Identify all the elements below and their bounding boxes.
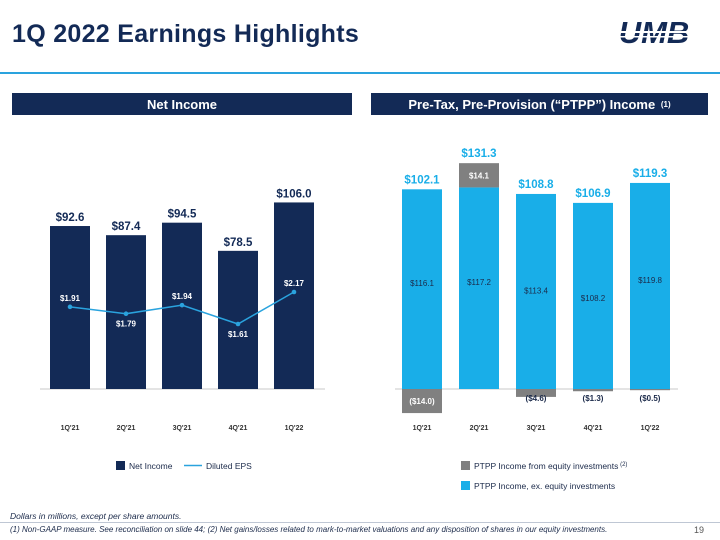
ptpp-equity-label-3: ($4.6) bbox=[526, 394, 547, 403]
net-income-label-1: $92.6 bbox=[56, 212, 85, 224]
net-income-label-4: $78.5 bbox=[224, 237, 253, 249]
page-number: 19 bbox=[693, 525, 704, 535]
ptpp-ex-equity-label-4: $108.2 bbox=[581, 294, 606, 303]
right-x-tick-3: 3Q'21 bbox=[527, 425, 546, 432]
ptpp-ex-equity-bar-1 bbox=[402, 189, 442, 389]
ptpp-total-label-5: $119.3 bbox=[633, 168, 668, 180]
ptpp-equity-bar-2 bbox=[459, 163, 499, 188]
ptpp-total-label-2: $131.3 bbox=[461, 148, 496, 160]
legend-label-eps: Diluted EPS bbox=[206, 461, 252, 471]
units-note: Dollars in millions, except per share am… bbox=[10, 511, 182, 521]
charts-canvas: $92.6 1Q'21 $87.4 2Q'21 $94.5 3Q'21 $78.5 4Q'21… bbox=[40, 148, 678, 491]
net-income-bar-5 bbox=[274, 202, 314, 389]
footer-rule bbox=[0, 522, 720, 523]
legend-swatch-equity bbox=[461, 461, 470, 470]
eps-point-2 bbox=[123, 311, 129, 317]
eps-label-3: $1.94 bbox=[172, 292, 193, 301]
header-rule bbox=[0, 72, 720, 74]
ptpp-banner-sup: (1) bbox=[660, 99, 671, 109]
ptpp-ex-equity-label-1: $116.1 bbox=[410, 279, 434, 288]
ptpp-banner-label: Pre-Tax, Pre-Provision (“PTPP”) Income bbox=[408, 96, 656, 112]
eps-point-4 bbox=[235, 321, 241, 327]
eps-point-3 bbox=[179, 302, 185, 308]
ptpp-ex-equity-bar-3 bbox=[516, 193, 556, 389]
left-x-tick-4: 4Q'21 bbox=[229, 425, 248, 432]
ptpp-ex-equity-bar-4 bbox=[573, 202, 613, 389]
ptpp-total-label-3: $108.8 bbox=[518, 179, 554, 191]
ptpp-equity-label-4: ($1.3) bbox=[583, 394, 604, 403]
ptpp-equity-label-1: ($14.0) bbox=[409, 397, 435, 406]
ptpp-ex-equity-label-2: $117.2 bbox=[467, 278, 491, 287]
left-x-tick-5: 1Q'22 bbox=[285, 425, 304, 432]
right-x-tick-4: 4Q'21 bbox=[584, 425, 603, 432]
ptpp-equity-label-2: $14.1 bbox=[469, 171, 490, 180]
net-income-banner: Net Income bbox=[12, 93, 352, 115]
legend-swatch-ex-equity bbox=[461, 481, 470, 490]
slide-title: 1Q 2022 Earnings Highlights bbox=[12, 20, 360, 48]
legend-swatch-net-income bbox=[116, 461, 125, 470]
left-x-tick-3: 3Q'21 bbox=[173, 425, 192, 432]
eps-label-1: $1.91 bbox=[60, 294, 81, 303]
ptpp-banner: Pre-Tax, Pre-Provision (“PTPP”) Income (… bbox=[371, 93, 708, 115]
ptpp-ex-equity-bar-5 bbox=[630, 182, 670, 389]
eps-label-5: $2.17 bbox=[284, 279, 305, 288]
ptpp-equity-bar-1 bbox=[402, 389, 442, 414]
net-income-banner-label: Net Income bbox=[146, 96, 218, 112]
ptpp-total-label-1: $102.1 bbox=[404, 174, 440, 186]
right-x-tick-5: 1Q'22 bbox=[641, 425, 660, 432]
legend-label-net-income: Net Income bbox=[129, 461, 173, 471]
right-x-tick-1: 1Q'21 bbox=[413, 425, 432, 432]
footnote: (1) Non-GAAP measure. See reconciliation… bbox=[10, 525, 608, 534]
left-x-tick-2: 2Q'21 bbox=[117, 425, 136, 432]
net-income-label-5: $106.0 bbox=[276, 188, 311, 200]
left-x-tick-1: 1Q'21 bbox=[61, 425, 80, 432]
eps-point-1 bbox=[67, 304, 73, 310]
eps-label-4: $1.61 bbox=[228, 330, 249, 339]
ptpp-equity-label-5: ($0.5) bbox=[640, 394, 661, 403]
ptpp-equity-bar-5 bbox=[630, 389, 670, 391]
ptpp-ex-equity-label-3: $113.4 bbox=[524, 286, 548, 295]
ptpp-ex-equity-bar-2 bbox=[459, 187, 499, 389]
right-x-tick-2: 2Q'21 bbox=[470, 425, 489, 432]
eps-label-2: $1.79 bbox=[116, 320, 137, 329]
net-income-label-2: $87.4 bbox=[112, 221, 141, 233]
umb-logo: UMB bbox=[604, 18, 704, 48]
legend-label-ex-equity: PTPP Income, ex. equity investments bbox=[474, 481, 615, 491]
eps-point-5 bbox=[291, 289, 297, 295]
legend-label-equity-sup: (2) bbox=[618, 462, 627, 468]
ptpp-equity-bar-4 bbox=[573, 389, 613, 392]
legend-label-equity: PTPP Income from equity investments (2) bbox=[474, 461, 627, 471]
ptpp-total-label-4: $106.9 bbox=[575, 188, 610, 200]
ptpp-ex-equity-label-5: $119.8 bbox=[638, 276, 662, 285]
ptpp-equity-bar-3 bbox=[516, 389, 556, 397]
net-income-label-3: $94.5 bbox=[168, 209, 197, 221]
